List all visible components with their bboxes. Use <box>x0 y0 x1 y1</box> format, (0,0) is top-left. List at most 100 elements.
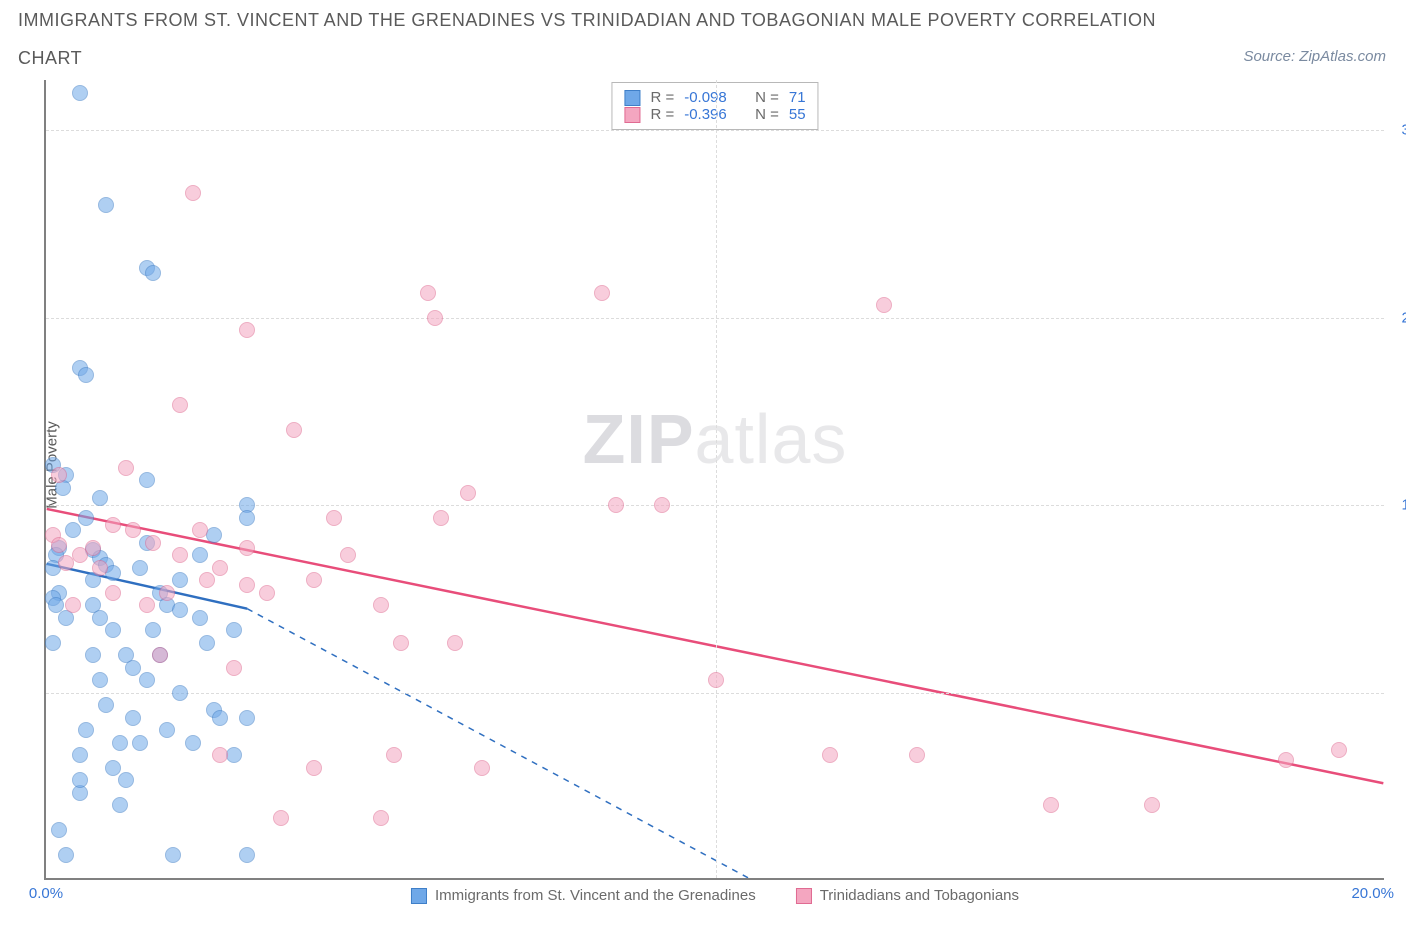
data-point <box>118 772 134 788</box>
data-point <box>239 322 255 338</box>
data-point <box>594 285 610 301</box>
data-point <box>306 572 322 588</box>
data-point <box>139 472 155 488</box>
data-point <box>125 660 141 676</box>
data-point <box>78 722 94 738</box>
data-point <box>172 397 188 413</box>
gridline-v <box>716 80 717 878</box>
data-point <box>78 367 94 383</box>
data-point <box>708 672 724 688</box>
data-point <box>152 647 168 663</box>
gridline-h <box>46 130 1384 131</box>
data-point <box>112 735 128 751</box>
legend-swatch <box>624 90 640 106</box>
legend-n-value: 55 <box>789 106 806 123</box>
data-point <box>822 747 838 763</box>
data-point <box>92 560 108 576</box>
data-point <box>199 635 215 651</box>
data-point <box>172 547 188 563</box>
data-point <box>273 810 289 826</box>
series-legend-label: Trinidadians and Tobagonians <box>820 887 1019 904</box>
data-point <box>306 760 322 776</box>
data-point <box>185 735 201 751</box>
data-point <box>85 647 101 663</box>
data-point <box>159 585 175 601</box>
data-point <box>239 847 255 863</box>
data-point <box>172 572 188 588</box>
legend-r-label: R = <box>650 89 674 106</box>
data-point <box>608 497 624 513</box>
data-point <box>98 697 114 713</box>
legend-swatch <box>796 888 812 904</box>
trend-lines-layer <box>46 80 1384 878</box>
data-point <box>145 265 161 281</box>
data-point <box>58 847 74 863</box>
data-point <box>145 535 161 551</box>
data-point <box>72 772 88 788</box>
legend-n-label: N = <box>755 106 779 123</box>
correlation-legend-row: R = -0.098 N = 71 <box>624 89 805 106</box>
y-tick-label: 15.0% <box>1401 497 1406 514</box>
data-point <box>433 510 449 526</box>
chart-title-line2: CHART <box>18 48 82 69</box>
watermark-suffix: atlas <box>695 400 848 478</box>
data-point <box>1043 797 1059 813</box>
data-point <box>239 577 255 593</box>
data-point <box>212 747 228 763</box>
data-point <box>239 510 255 526</box>
data-point <box>192 522 208 538</box>
data-point <box>1144 797 1160 813</box>
data-point <box>1331 742 1347 758</box>
data-point <box>72 85 88 101</box>
data-point <box>373 810 389 826</box>
data-point <box>132 560 148 576</box>
data-point <box>145 622 161 638</box>
data-point <box>65 522 81 538</box>
data-point <box>239 540 255 556</box>
data-point <box>212 710 228 726</box>
data-point <box>340 547 356 563</box>
series-legend-item: Trinidadians and Tobagonians <box>796 887 1019 904</box>
legend-swatch <box>624 107 640 123</box>
data-point <box>65 597 81 613</box>
legend-r-label: R = <box>650 106 674 123</box>
data-point <box>105 622 121 638</box>
gridline-h <box>46 693 1384 694</box>
x-tick-right: 20.0% <box>1351 885 1394 902</box>
data-point <box>125 710 141 726</box>
data-point <box>51 467 67 483</box>
legend-n-label: N = <box>755 89 779 106</box>
data-point <box>118 460 134 476</box>
y-tick-label: 22.5% <box>1401 309 1406 326</box>
data-point <box>139 597 155 613</box>
data-point <box>393 635 409 651</box>
x-tick-left: 0.0% <box>29 885 63 902</box>
data-point <box>112 797 128 813</box>
data-point <box>447 635 463 651</box>
data-point <box>78 510 94 526</box>
series-legend: Immigrants from St. Vincent and the Gren… <box>411 887 1019 904</box>
watermark-prefix: ZIP <box>583 400 695 478</box>
watermark: ZIPatlas <box>583 399 848 479</box>
data-point <box>239 710 255 726</box>
plot-area: ZIPatlas R = -0.098 N = 71R = -0.396 N =… <box>44 80 1384 880</box>
legend-r-value: -0.098 <box>684 89 727 106</box>
data-point <box>326 510 342 526</box>
data-point <box>259 585 275 601</box>
data-point <box>226 622 242 638</box>
data-point <box>654 497 670 513</box>
data-point <box>192 610 208 626</box>
legend-n-value: 71 <box>789 89 806 106</box>
source-attribution: Source: ZipAtlas.com <box>1243 48 1386 65</box>
data-point <box>192 547 208 563</box>
data-point <box>460 485 476 501</box>
y-tick-label: 30.0% <box>1401 122 1406 139</box>
correlation-legend-row: R = -0.396 N = 55 <box>624 106 805 123</box>
data-point <box>474 760 490 776</box>
series-legend-item: Immigrants from St. Vincent and the Gren… <box>411 887 756 904</box>
data-point <box>172 685 188 701</box>
data-point <box>92 610 108 626</box>
data-point <box>92 490 108 506</box>
data-point <box>199 572 215 588</box>
data-point <box>132 735 148 751</box>
